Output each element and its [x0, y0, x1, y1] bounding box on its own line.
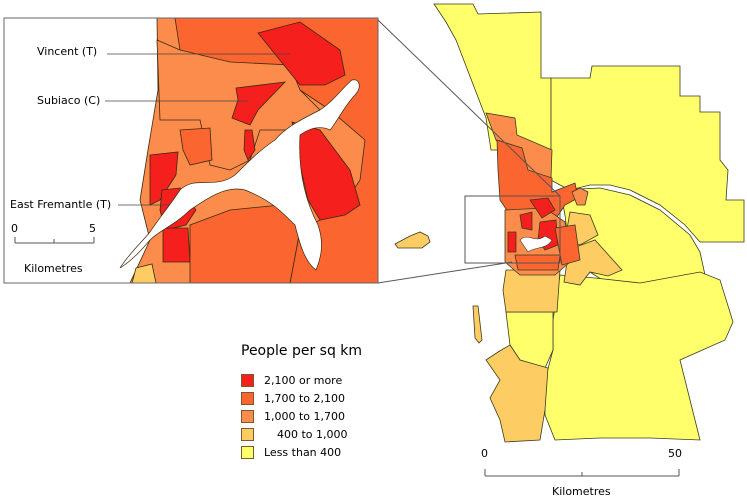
region-swan — [550, 65, 745, 243]
legend-item: 2,100 or more — [241, 373, 342, 387]
inset-extent-box — [464, 195, 561, 264]
swan-river-inset — [119, 79, 360, 271]
legend-label: Less than 400 — [264, 445, 342, 459]
region-vincent-main — [529, 197, 556, 219]
legend-item: 1,000 to 1,700 — [241, 409, 345, 423]
legend-label: 2,100 or more — [264, 373, 343, 387]
region-vincent — [257, 21, 346, 86]
legend-label: 1,700 to 2,100 — [264, 391, 346, 405]
legend-label: 400 to 1,000 — [277, 427, 348, 441]
region-cottesloe-main — [507, 231, 517, 253]
connector-line-top — [377, 19, 561, 197]
region-nedlands — [243, 129, 256, 161]
region-fremantle-south — [162, 227, 191, 263]
region-bayswater — [571, 187, 589, 206]
garden-island — [472, 305, 483, 344]
inset-scale-bar — [14, 237, 95, 244]
main-scale-unit: Kilometres — [552, 485, 611, 498]
region-south-perth — [291, 121, 361, 221]
label-subiaco: Subiaco (C) — [37, 94, 101, 107]
legend-item: Less than 400 — [241, 445, 341, 459]
inset-frame — [3, 17, 379, 284]
legend-title: People per sq km — [241, 343, 363, 359]
region-claremont — [179, 127, 213, 166]
label-east-fremantle: East Fremantle (T) — [10, 198, 112, 211]
legend-swatch — [241, 427, 254, 441]
region-subiaco-main — [519, 211, 533, 231]
connector-line-bottom — [377, 261, 513, 284]
region-serpentine — [544, 271, 734, 441]
inset-map — [3, 17, 680, 477]
legend-label: 1,000 to 1,700 — [264, 409, 346, 423]
inset-scale-unit: Kilometres — [24, 262, 83, 275]
rottnest-island — [394, 231, 431, 249]
region-cockburn — [502, 269, 561, 313]
legend-swatch — [241, 445, 254, 459]
swan-river — [519, 235, 553, 253]
legend-swatch — [241, 409, 254, 423]
legend-swatch — [241, 391, 254, 405]
main-scale-start: 0 — [481, 447, 488, 460]
label-vincent: Vincent (T) — [37, 45, 98, 58]
legend-swatch — [241, 373, 254, 387]
region-rockingham — [485, 344, 549, 443]
region-subiaco — [231, 81, 287, 126]
main-scale-end: 50 — [668, 447, 682, 460]
main-scale-bar — [484, 469, 680, 477]
inset-scale-end: 5 — [89, 222, 96, 235]
region-cottesloe — [149, 151, 179, 206]
inset-scale-start: 0 — [11, 222, 18, 235]
legend-item: 1,700 to 2,100 — [241, 391, 345, 405]
legend-item: 400 to 1,000 — [241, 427, 348, 441]
region-cockburn-inset — [131, 263, 157, 283]
main-map — [394, 3, 745, 443]
region-stirling — [496, 139, 579, 226]
